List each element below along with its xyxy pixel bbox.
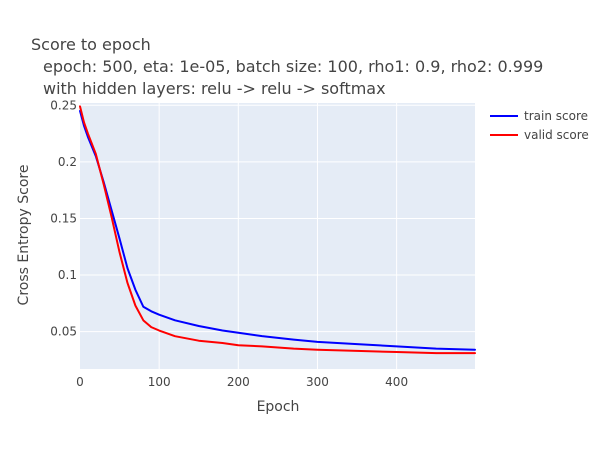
series-layer	[79, 105, 476, 355]
x-tick-label: 400	[385, 375, 408, 389]
series-line-valid-score	[79, 105, 476, 355]
chart-subtitle-line-2: with hidden layers: relu -> relu -> soft…	[43, 79, 386, 98]
y-tick-label: 0.15	[50, 211, 77, 225]
y-gridlines	[80, 104, 475, 333]
legend-label: valid score	[524, 128, 589, 142]
y-tick-label: 0.25	[50, 98, 77, 112]
y-tick-labels: 0.05 0.1 0.15 0.2 0.25	[50, 98, 77, 338]
x-gridlines	[158, 103, 398, 369]
x-tick-label: 200	[227, 375, 250, 389]
x-axis-title: Epoch	[257, 399, 300, 415]
legend: train score valid score	[490, 109, 589, 142]
x-tick-labels: 0 100 200 300 400	[76, 375, 408, 389]
plot-area	[80, 103, 475, 369]
y-tick-label: 0.2	[58, 155, 77, 169]
y-tick-label: 0.1	[58, 268, 77, 282]
x-tick-label: 100	[148, 375, 171, 389]
legend-label: train score	[524, 109, 588, 123]
y-axis-title: Cross Entropy Score	[16, 165, 32, 306]
chart-subtitle-line-1: epoch: 500, eta: 1e-05, batch size: 100,…	[43, 57, 543, 76]
x-tick-label: 0	[76, 375, 84, 389]
chart-title: Score to epoch	[31, 35, 151, 54]
x-tick-label: 300	[306, 375, 329, 389]
y-tick-label: 0.05	[50, 325, 77, 339]
